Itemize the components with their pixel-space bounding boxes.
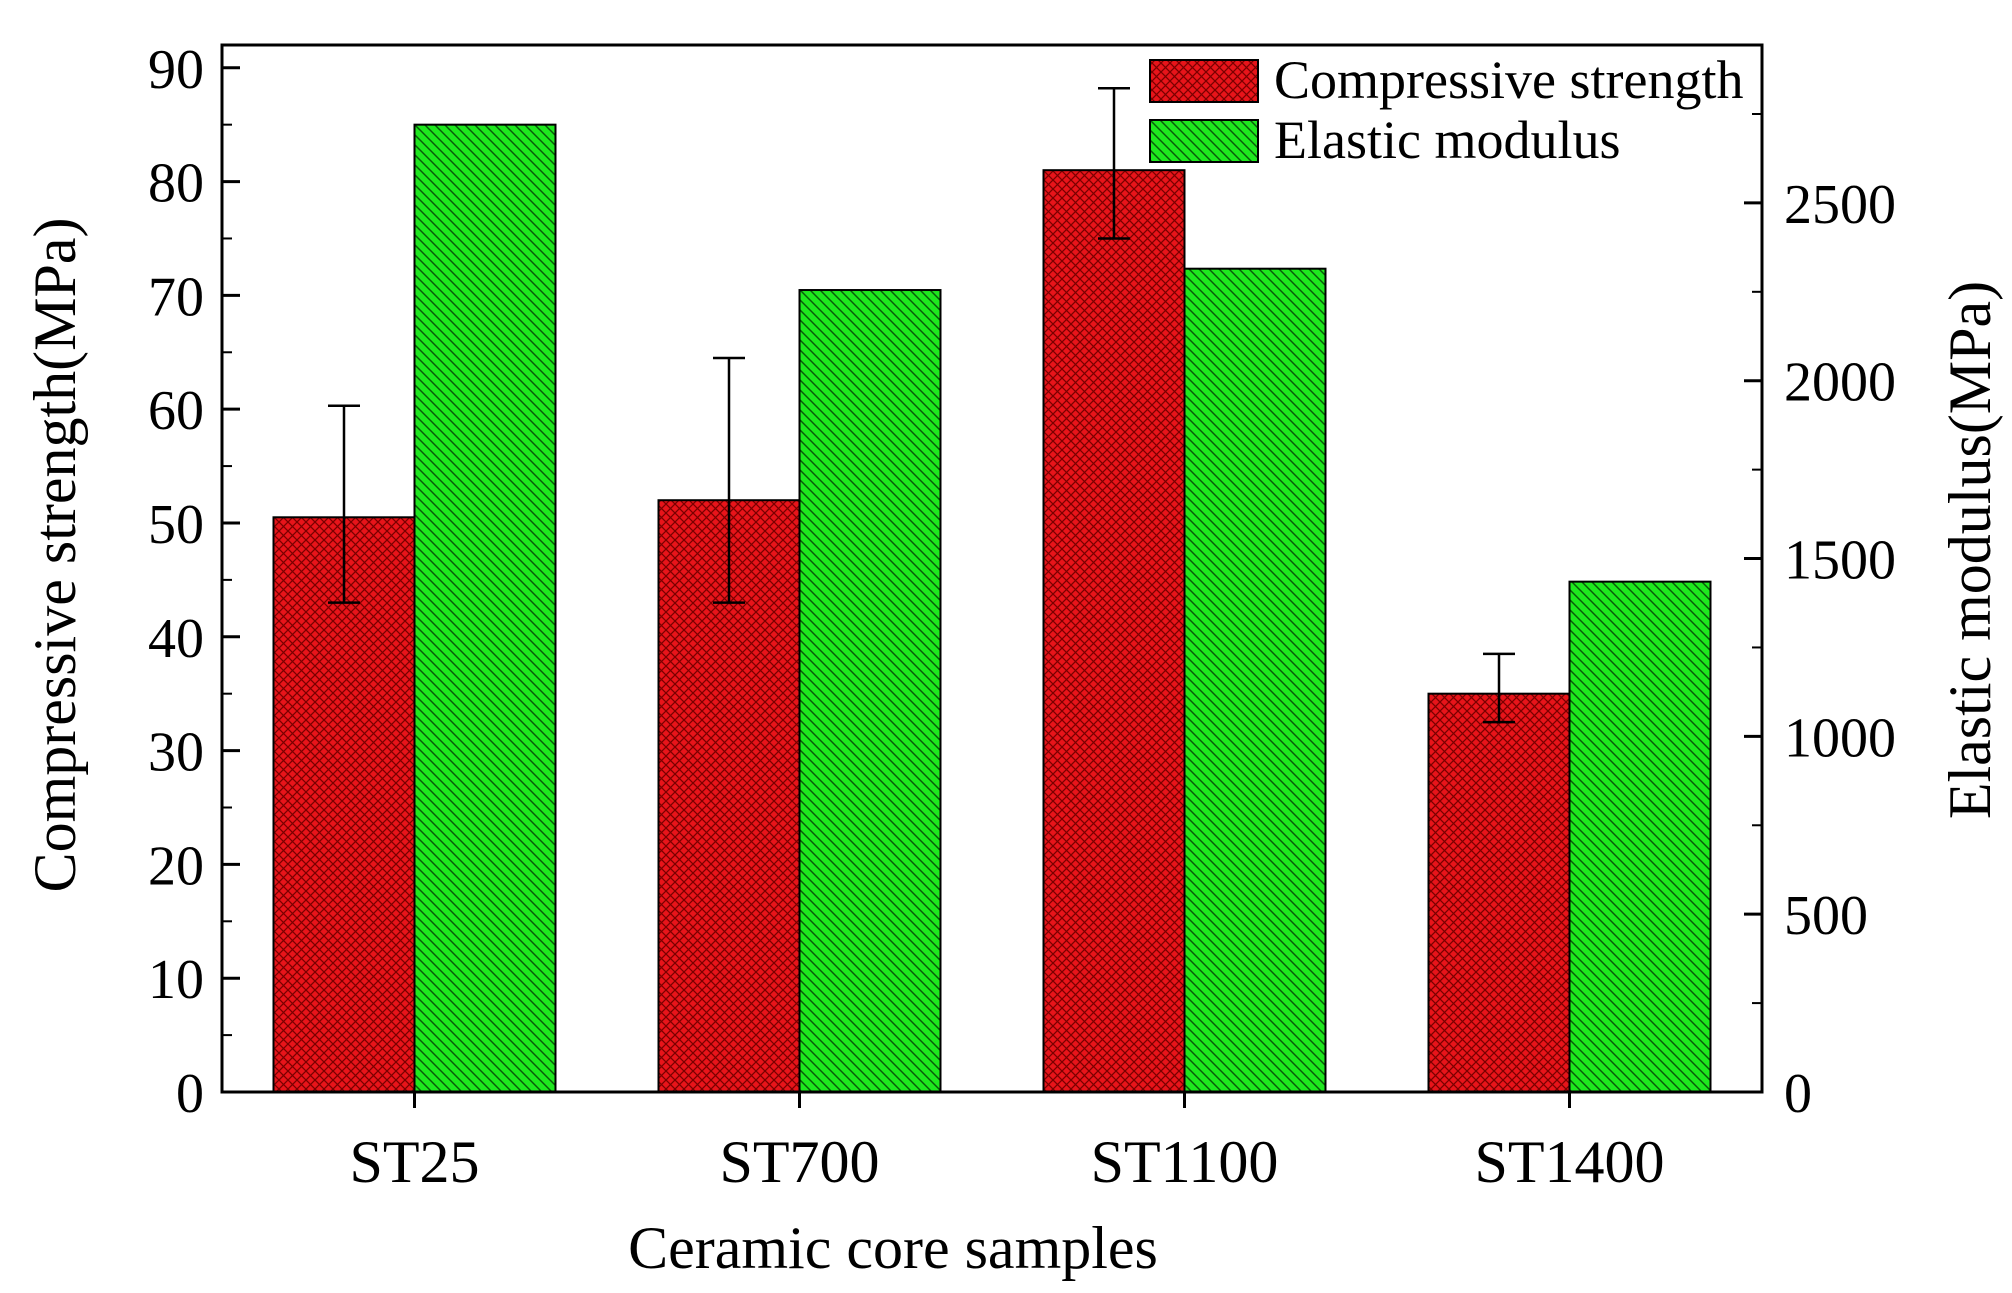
y-left-tick-label: 80 (148, 153, 204, 215)
x-tick-label-st25: ST25 (349, 1129, 479, 1195)
y-left-tick-label: 0 (176, 1063, 204, 1125)
y-left-tick-label: 40 (148, 608, 204, 670)
bar-elastic-modulus-st700 (798, 289, 942, 1093)
legend-label-elastic-modulus: Elastic modulus (1274, 110, 1620, 170)
bars-layer (272, 123, 1712, 1094)
y-right-tick-label: 1500 (1784, 530, 1896, 592)
x-tick-label-st700: ST700 (719, 1129, 879, 1195)
bar-elastic-modulus-st1400 (1568, 580, 1712, 1093)
y-left-tick-label: 50 (148, 494, 204, 556)
error-bars-layer (328, 86, 1515, 724)
ticks-layer: ST25 ST700 ST1100 ST1400 0 10 20 30 40 50 60 70 80 90… (148, 39, 1896, 1195)
y-left-tick-label: 60 (148, 380, 204, 442)
y-right-tick-label: 2500 (1784, 174, 1896, 236)
bar-elastic-modulus-st25 (413, 123, 557, 1094)
bar-elastic-modulus-st1100 (1183, 267, 1327, 1094)
plot-frame (220, 43, 1764, 1094)
y-right-tick-label: 1000 (1784, 707, 1896, 769)
legend-swatch-compressive-strength (1149, 59, 1259, 103)
y-left-tick-label: 20 (148, 835, 204, 897)
x-tick-label-st1400: ST1400 (1474, 1129, 1664, 1195)
y-right-tick-label: 500 (1784, 885, 1868, 947)
legend-label-compressive-strength: Compressive strength (1274, 50, 1743, 110)
x-axis-title: Ceramic core samples (628, 1215, 1158, 1281)
error-bar-st1400 (1483, 652, 1515, 724)
y-right-tick-label: 0 (1784, 1063, 1812, 1125)
y-axis-right-title: Elastic modulus(MPa) (1937, 281, 2003, 819)
legend-swatch-elastic-modulus (1149, 119, 1259, 163)
y-left-tick-label: 10 (148, 949, 204, 1011)
error-bar-st700 (713, 356, 745, 604)
bar-compressive-strength-st25 (272, 516, 416, 1093)
bar-compressive-strength-st1100 (1042, 169, 1186, 1094)
error-bar-st25 (328, 404, 360, 604)
x-tick-label-st1100: ST1100 (1091, 1129, 1279, 1195)
error-bar-st1100 (1098, 86, 1130, 240)
y-left-tick-label: 30 (148, 722, 204, 784)
bar-compressive-strength-st1400 (1427, 692, 1571, 1093)
y-left-tick-label: 70 (148, 266, 204, 328)
legend: Compressive strength Elastic modulus (1149, 50, 1743, 170)
y-axis-left-title: Compressive strength(MPa) (22, 218, 88, 893)
y-right-tick-label: 2000 (1784, 352, 1896, 414)
y-left-tick-label: 90 (148, 39, 204, 101)
